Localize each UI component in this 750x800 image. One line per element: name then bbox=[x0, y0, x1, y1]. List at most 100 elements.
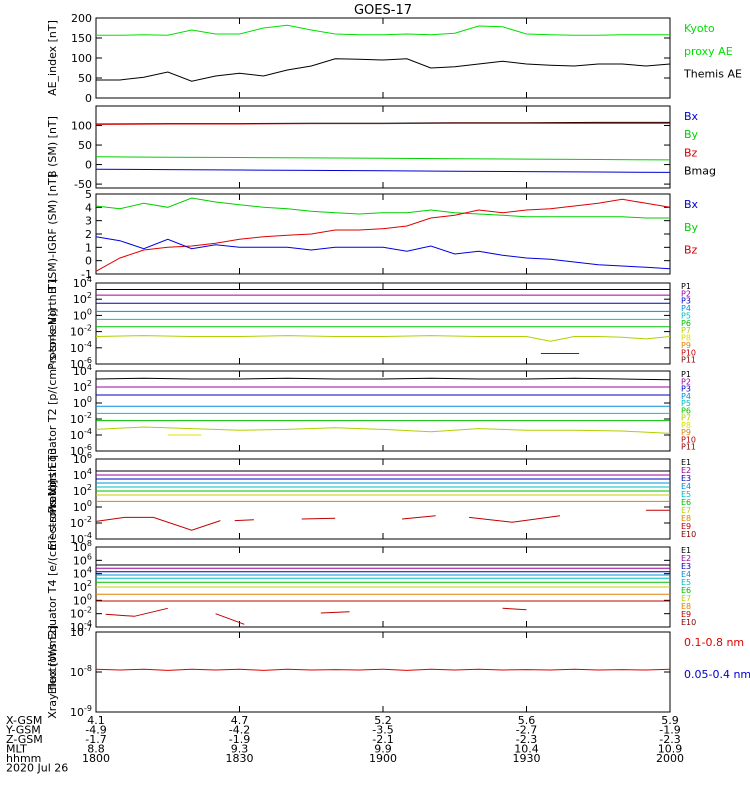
legend-entry: E2 bbox=[681, 466, 691, 475]
legend-entry: E7 bbox=[681, 506, 691, 515]
series-line-e10-segment bbox=[502, 607, 527, 611]
y-axis-label: B (SM) [nT] bbox=[46, 116, 59, 178]
legend-entry: E2 bbox=[681, 554, 691, 563]
series-line-by bbox=[95, 156, 671, 161]
x-row-value: 9.3 bbox=[231, 743, 249, 756]
x-row-label: MLT bbox=[6, 743, 27, 756]
legend-entry: E10 bbox=[681, 618, 696, 627]
x-row-label: hhmm bbox=[6, 752, 41, 765]
x-row-value: -2.7 bbox=[516, 724, 537, 737]
legend-entry: E3 bbox=[681, 474, 691, 483]
legend-entry: P9 bbox=[681, 428, 691, 437]
x-row-value: -1.7 bbox=[85, 733, 106, 746]
legend-entry: P5 bbox=[681, 311, 691, 320]
x-row-value: 10.4 bbox=[514, 743, 539, 756]
y-tick-label: 10-4 bbox=[70, 340, 92, 355]
series-line-e9-segment bbox=[402, 515, 436, 520]
y-axis-label: AE_index [nT] bbox=[46, 20, 59, 96]
legend-entry: Kyoto bbox=[684, 22, 715, 35]
y-axis-label: Electrons North T3 bbox=[46, 448, 59, 550]
x-row-value: -1.9 bbox=[659, 724, 680, 737]
y-tick-label: 0 bbox=[85, 255, 92, 268]
y-tick-label: 10-2 bbox=[70, 324, 92, 339]
x-row-value: -2.3 bbox=[659, 733, 680, 746]
legend-entry: 0.1-0.8 nm bbox=[684, 636, 744, 649]
panel-frame bbox=[95, 193, 671, 275]
y-axis-label: Protons North T1 bbox=[46, 277, 59, 370]
series-line-e9-segment bbox=[469, 515, 561, 523]
y-tick-label: 100 bbox=[71, 120, 92, 133]
panel-frame bbox=[95, 370, 671, 452]
y-tick-label: 0 bbox=[85, 92, 92, 105]
legend-entry: P1 bbox=[681, 282, 691, 291]
legend-entry: E7 bbox=[681, 594, 691, 603]
x-row-value: 5.9 bbox=[661, 714, 679, 727]
legend-entry: P1 bbox=[681, 370, 691, 379]
panel-frame bbox=[95, 631, 671, 713]
legend-entry: proxy AE bbox=[684, 45, 733, 58]
y-tick-label: 150 bbox=[71, 32, 92, 45]
legend-entry: E10 bbox=[681, 530, 696, 539]
legend-entry: E3 bbox=[681, 562, 691, 571]
y-axis-label: Protons Equator T2 [p/(cm²-s-sr-keV)] bbox=[46, 308, 59, 513]
legend-entry: E4 bbox=[681, 570, 691, 579]
x-row-value: -1.9 bbox=[229, 733, 250, 746]
series-line-by bbox=[95, 197, 670, 219]
legend-entry: By bbox=[684, 221, 699, 234]
legend-entry: P3 bbox=[681, 385, 691, 394]
legend-entry: E5 bbox=[681, 578, 691, 587]
series-line-bz bbox=[95, 198, 671, 272]
series-line-p7 bbox=[95, 335, 671, 342]
legend-entry: By bbox=[684, 128, 699, 141]
legend-entry: P3 bbox=[681, 297, 691, 306]
legend-entry: Bx bbox=[684, 198, 699, 211]
panel-2: -50 0 50 100 B (SM) [nT] Bx By Bz Bmag bbox=[46, 105, 716, 191]
date-label: 2020 Jul 26 bbox=[6, 762, 68, 775]
y-tick-label: 102 bbox=[73, 379, 92, 394]
x-row-value: -4.9 bbox=[85, 724, 106, 737]
legend-entry: Bz bbox=[684, 146, 698, 159]
series-line-bx bbox=[95, 168, 671, 173]
legend-entry: P11 bbox=[681, 356, 696, 365]
y-axis-label: B (SM)-IGRF (SM) [nT] bbox=[46, 174, 59, 294]
y-tick-label: 100 bbox=[73, 395, 92, 410]
y-tick-label: 0 bbox=[85, 159, 92, 172]
series-line-0-1-0-8-nm bbox=[95, 668, 671, 671]
legend-entry: P6 bbox=[681, 319, 691, 328]
legend-entry: 0.05-0.4 nm bbox=[684, 668, 750, 681]
y-axis-label: Electrons Equator T4 [e/(cm²-s-sr-keV)] bbox=[46, 480, 59, 695]
legend-entry: E6 bbox=[681, 586, 691, 595]
series-line-p7 bbox=[95, 426, 671, 434]
x-row-value: 1830 bbox=[226, 752, 254, 765]
legend-entry: P7 bbox=[681, 414, 691, 423]
y-tick-label: 1 bbox=[85, 241, 92, 254]
y-tick-label: 10-4 bbox=[70, 427, 92, 442]
x-row-value: 4.1 bbox=[87, 714, 105, 727]
panel-1: 0 50 100 150 200 AE_index [nT] Kyoto proxy AE Th… bbox=[46, 12, 742, 105]
y-tick-label: 104 bbox=[73, 363, 92, 378]
x-row-value: 1900 bbox=[369, 752, 397, 765]
y-tick-label: 102 bbox=[73, 483, 92, 498]
x-row-value: -3.5 bbox=[372, 724, 393, 737]
x-row-value: 2000 bbox=[656, 752, 684, 765]
legend-entry: P7 bbox=[681, 326, 691, 335]
legend-entry: P2 bbox=[681, 377, 691, 386]
legend-entry: Bx bbox=[684, 110, 699, 123]
y-tick-label: 10-8 bbox=[70, 664, 92, 679]
series-line-e10-segment bbox=[215, 613, 245, 625]
legend-entry: E6 bbox=[681, 498, 691, 507]
series-line-e10-segment bbox=[105, 607, 168, 617]
legend-entry: P6 bbox=[681, 406, 691, 415]
legend-entry: P4 bbox=[681, 392, 691, 401]
y-tick-label: 100 bbox=[73, 307, 92, 322]
x-row-label: Y-GSM bbox=[5, 724, 41, 737]
x-row-value: 8.8 bbox=[87, 743, 105, 756]
legend-entry: E8 bbox=[681, 602, 691, 611]
y-tick-label: 3 bbox=[85, 215, 92, 228]
legend-entry: P5 bbox=[681, 399, 691, 408]
